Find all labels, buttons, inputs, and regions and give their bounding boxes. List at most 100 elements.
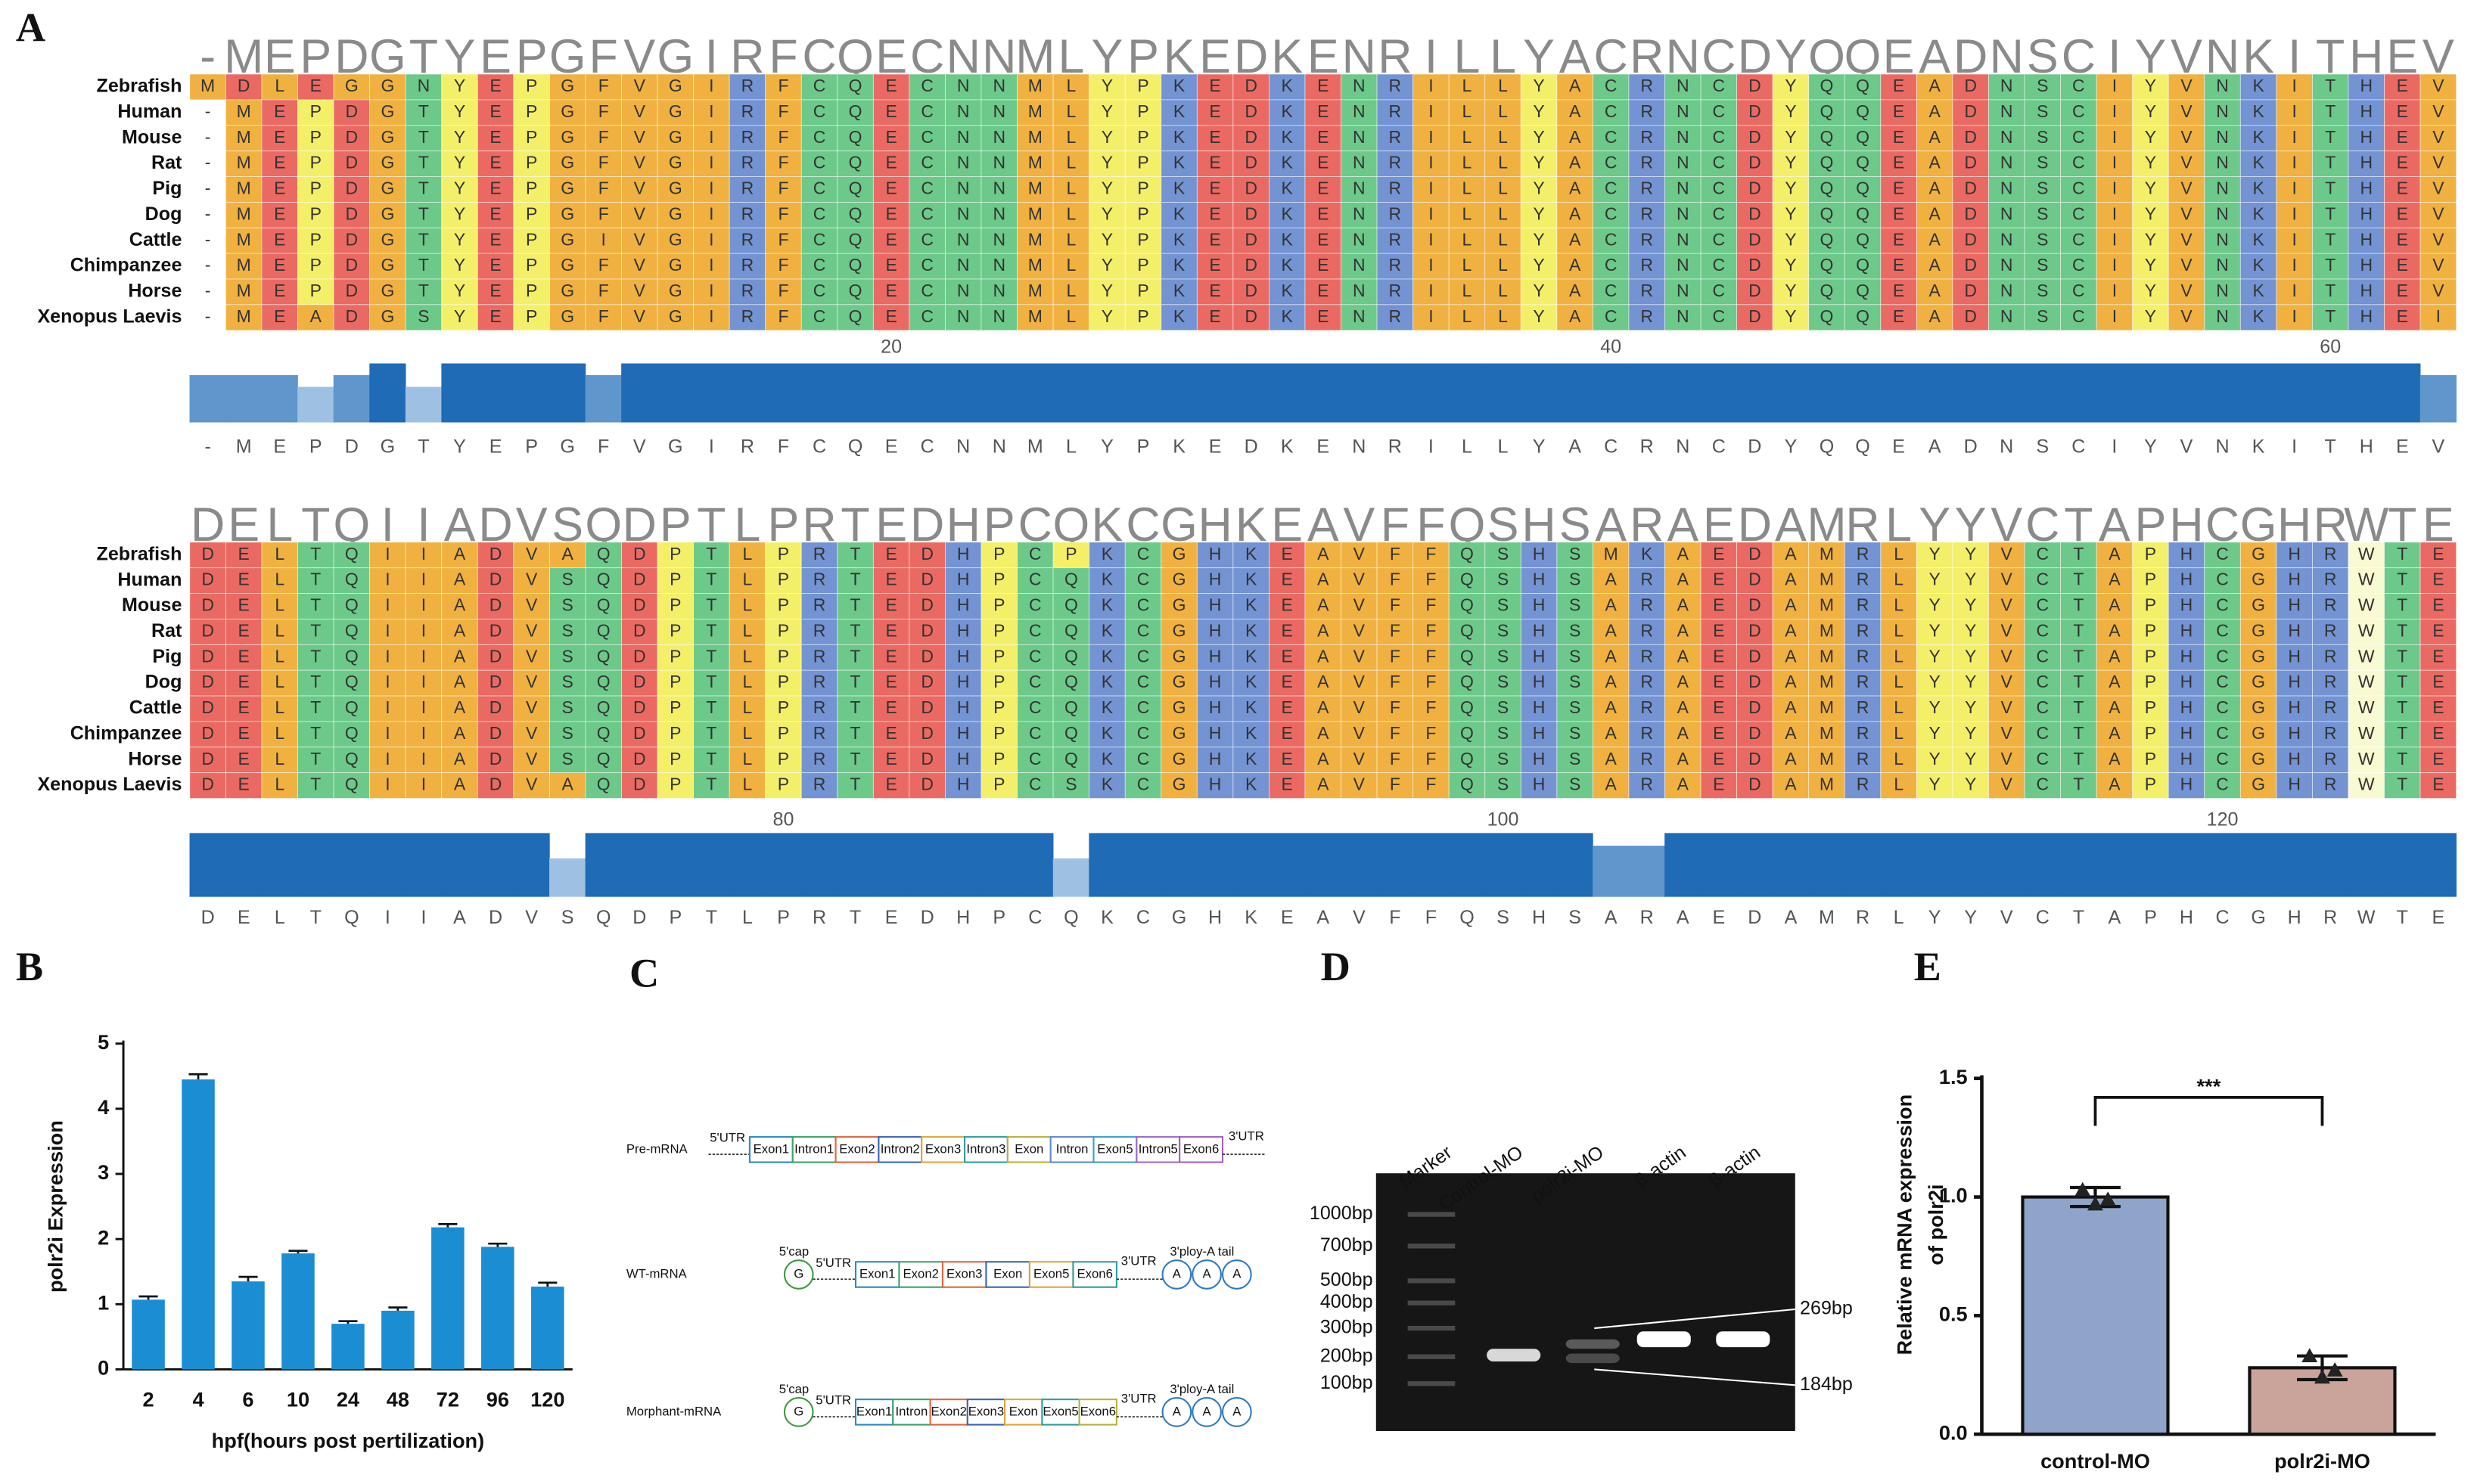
residue-cell	[909, 99, 946, 126]
residue-cell	[261, 278, 298, 306]
residue-cell	[549, 619, 586, 645]
residue-cell	[261, 772, 298, 799]
residue-cell	[1880, 125, 1917, 152]
residue-cell	[405, 278, 443, 306]
residue-cell	[189, 253, 226, 280]
residue-cell	[1916, 201, 1953, 228]
residue-cell	[549, 151, 586, 177]
residue-cell	[945, 201, 982, 228]
residue-cell	[1089, 644, 1126, 671]
residue-cell	[1196, 747, 1234, 774]
box-label: Intron	[896, 1404, 928, 1418]
residue-cell	[2168, 99, 2205, 126]
residue-cell	[729, 201, 766, 228]
residue-cell	[585, 278, 622, 306]
conservation-bar	[513, 833, 550, 897]
residue-cell	[2060, 695, 2097, 722]
residue-cell	[800, 772, 838, 799]
residue-cell	[1916, 542, 1953, 569]
residue-cell	[261, 151, 298, 177]
residue-cell	[1808, 695, 1845, 722]
residue-cell	[1376, 201, 1414, 228]
residue-cell	[1124, 669, 1162, 697]
residue-cell	[369, 151, 406, 177]
residue-cell	[1772, 73, 1810, 101]
conservation-bar	[729, 363, 766, 423]
conservation-bar	[1269, 363, 1306, 423]
species-name: Cattle	[129, 229, 182, 250]
residue-cell	[1017, 151, 1054, 177]
residue-cell	[1161, 201, 1198, 228]
residue-cell	[1052, 99, 1090, 126]
residue-cell	[1232, 669, 1270, 697]
gel-band	[1636, 1331, 1691, 1348]
residue-cell	[945, 151, 982, 177]
species-name: Rat	[151, 152, 182, 173]
residue-cell	[1124, 176, 1162, 203]
conservation-bar	[2060, 833, 2097, 897]
residue-cell	[1412, 593, 1450, 619]
residue-cell	[1052, 278, 1090, 306]
residue-cell	[872, 772, 910, 799]
residue-cell	[513, 227, 550, 254]
residue-cell	[1736, 644, 1773, 671]
residue-cell	[2312, 227, 2349, 254]
box-label: Exon	[993, 1266, 1022, 1281]
residue-cell	[2168, 593, 2205, 619]
residue-cell	[297, 278, 334, 306]
residue-cell	[1844, 644, 1882, 671]
residue-cell	[1808, 278, 1845, 306]
residue-cell	[2204, 201, 2241, 228]
residue-cell	[225, 125, 263, 152]
data-point	[2314, 1369, 2330, 1384]
residue-cell	[477, 542, 514, 569]
conservation-bar	[1124, 363, 1162, 423]
residue-cell	[2096, 669, 2133, 697]
residue-cell	[297, 125, 334, 152]
residue-cell	[657, 669, 695, 697]
residue-cell	[189, 151, 226, 177]
residue-cell	[657, 593, 695, 619]
residue-cell	[1052, 567, 1090, 595]
residue-cell	[1556, 99, 1593, 126]
residue-cell	[1376, 99, 1414, 126]
residue-cell	[1161, 695, 1198, 722]
residue-cell	[333, 567, 371, 595]
residue-cell	[1269, 99, 1306, 126]
conservation-bar	[2060, 363, 2097, 423]
residue-cell	[1052, 619, 1090, 645]
residue-cell	[1844, 669, 1882, 697]
y-tick-label: 0.0	[1939, 1420, 1968, 1444]
residue-cell	[1448, 747, 1486, 774]
residue-cell	[1664, 151, 1702, 177]
residue-cell	[909, 176, 946, 203]
position-tick: 80	[773, 809, 794, 830]
residue-cell	[872, 125, 910, 152]
conservation-bar	[1772, 363, 1810, 423]
residue-cell	[657, 747, 695, 774]
residue-cell	[693, 747, 730, 774]
box	[1072, 1261, 1117, 1288]
residue-cell	[1988, 567, 2025, 595]
residue-cell	[1988, 304, 2025, 331]
residue-cell	[1341, 278, 1378, 306]
residue-cell	[1412, 125, 1450, 152]
residue-cell	[1269, 125, 1306, 152]
residue-cell	[2168, 73, 2205, 101]
residue-cell	[1736, 593, 1773, 619]
residue-cell	[1772, 227, 1810, 254]
residue-cell	[2419, 772, 2457, 799]
residue-cell	[1592, 151, 1630, 177]
y-axis-label: of polr2i	[1924, 1184, 1947, 1265]
residue-cell	[1161, 644, 1198, 671]
residue-cell	[2168, 669, 2205, 697]
residue-cell	[2239, 772, 2277, 799]
residue-cell	[369, 747, 406, 774]
residue-cell	[2419, 747, 2457, 774]
residue-cell	[1052, 227, 1090, 254]
conservation-bar	[513, 363, 550, 423]
residue-cell	[693, 227, 730, 254]
residue-cell	[1844, 99, 1882, 126]
conservation-bar	[261, 833, 298, 897]
